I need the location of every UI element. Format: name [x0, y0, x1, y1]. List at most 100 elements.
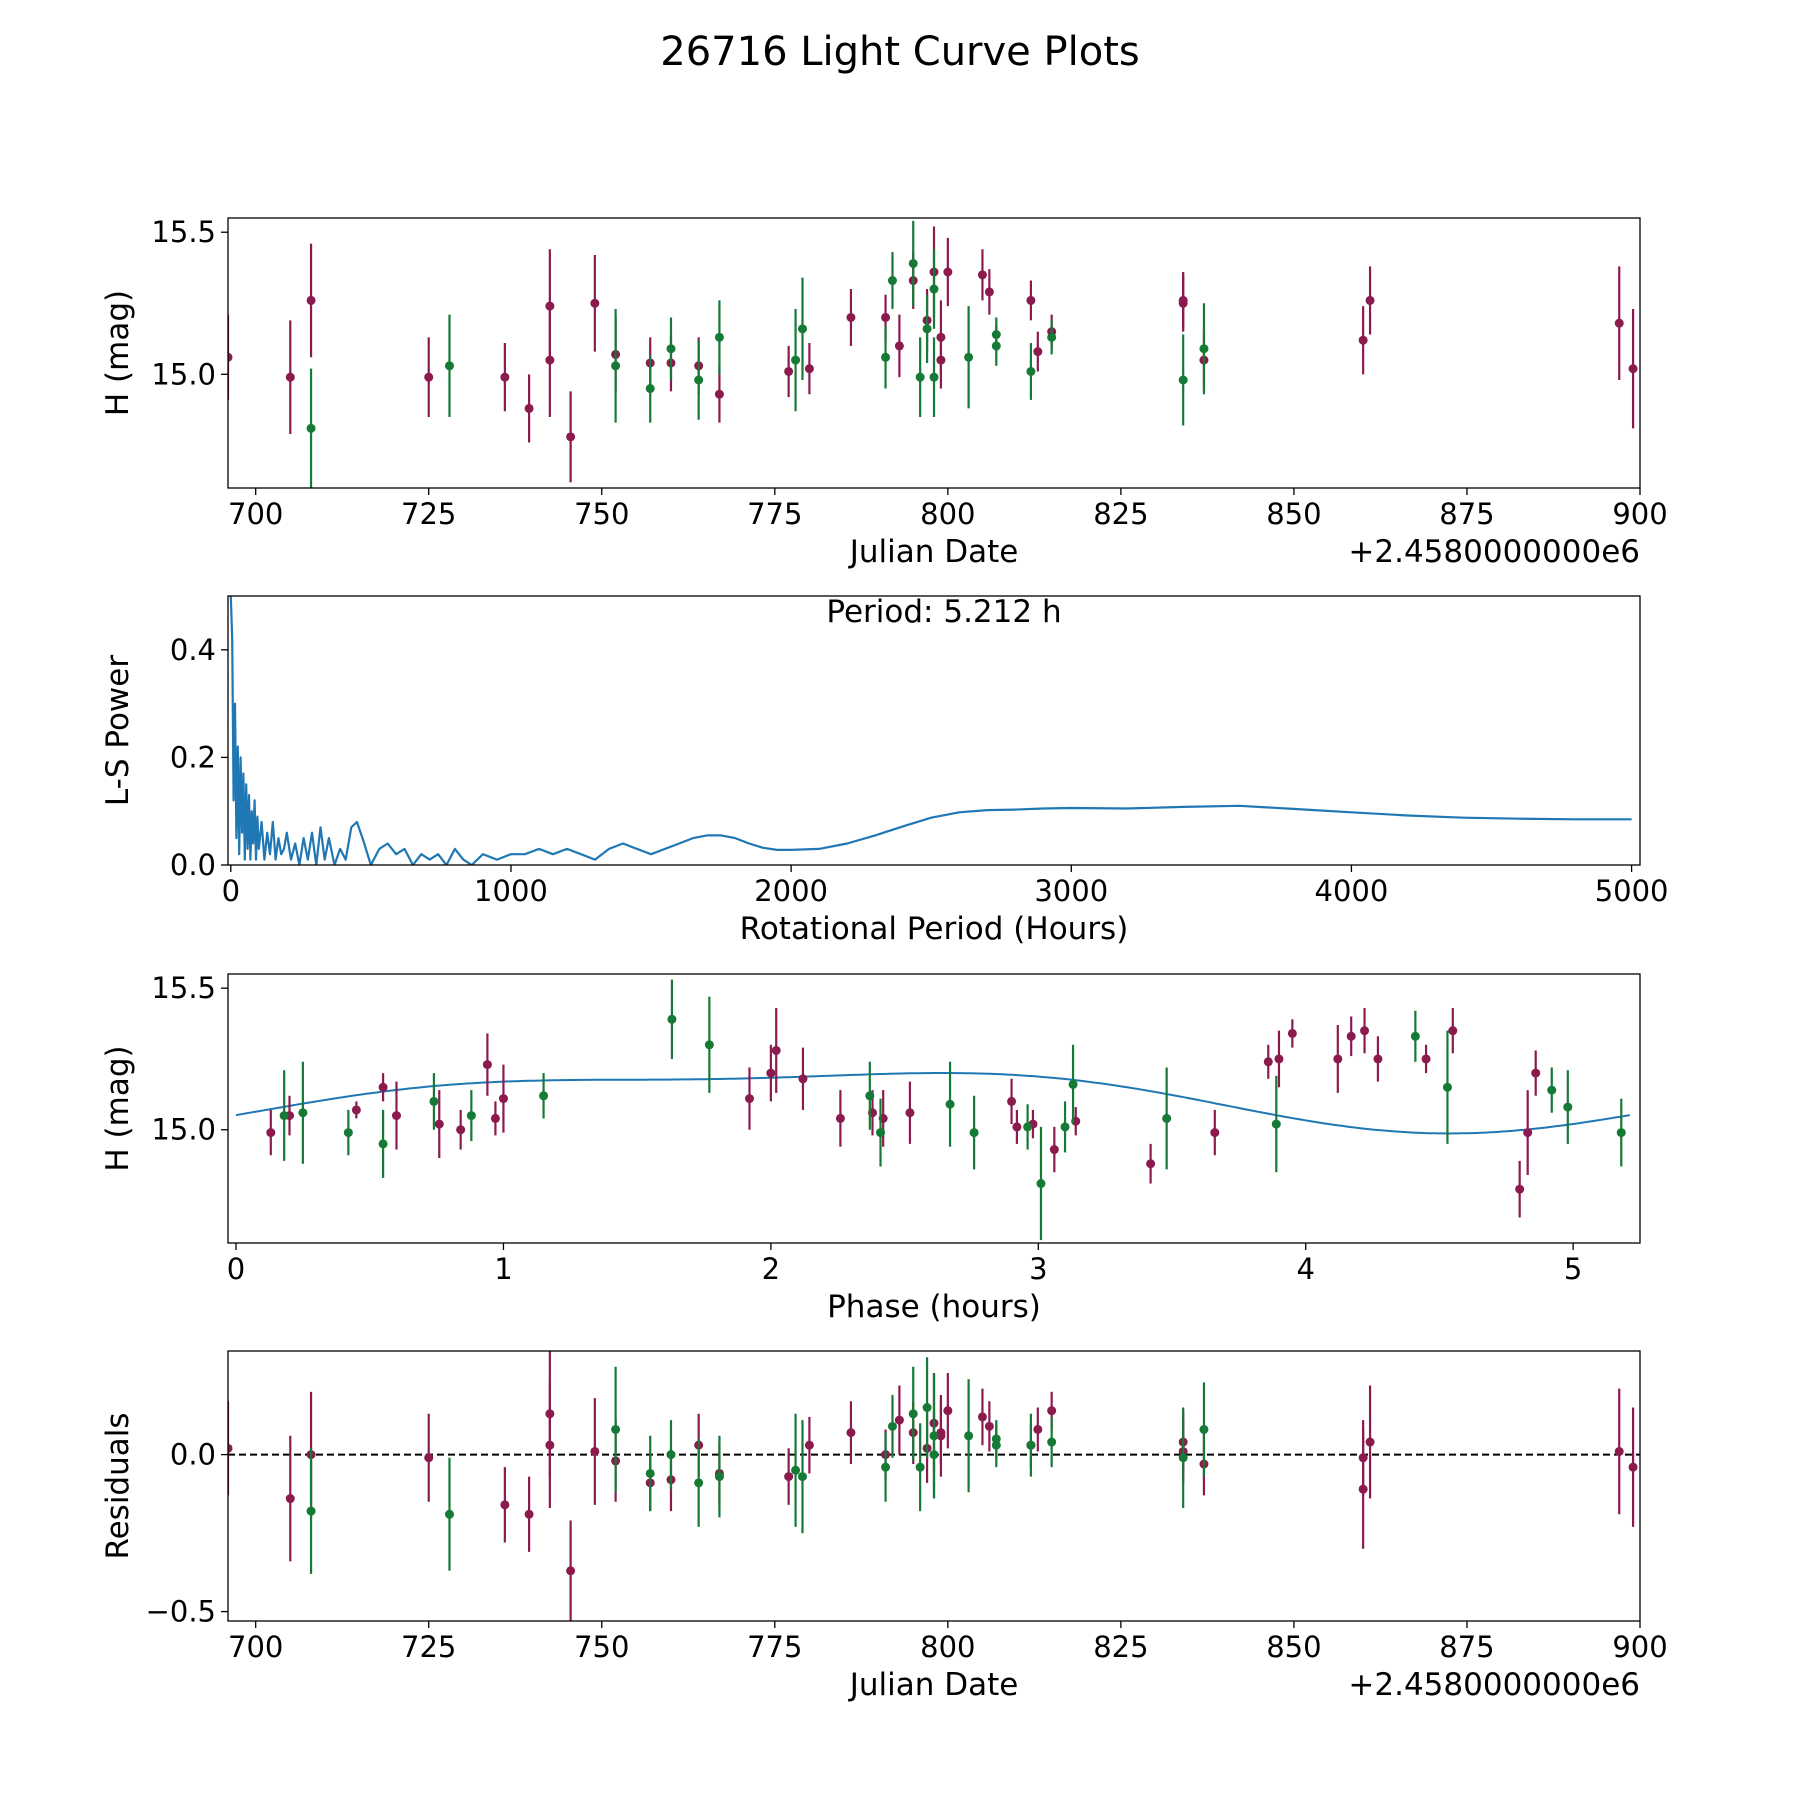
- green-data-point: [1199, 344, 1209, 354]
- green-data-point: [915, 372, 925, 382]
- maroon-data-point: [424, 1453, 434, 1463]
- x-tick-label: 3: [1029, 1252, 1047, 1286]
- green-data-point: [908, 258, 918, 268]
- maroon-data-point: [1346, 1031, 1356, 1041]
- x-tick-label: 825: [1093, 1630, 1148, 1664]
- green-data-point: [694, 375, 704, 385]
- green-data-point: [666, 344, 676, 354]
- green-data-point: [704, 1040, 714, 1050]
- maroon-data-point: [566, 432, 576, 442]
- maroon-data-point: [1358, 1484, 1368, 1494]
- green-data-point: [466, 1111, 476, 1121]
- green-data-point: [797, 1472, 807, 1482]
- y-axis-label: H (mag): [100, 290, 136, 416]
- maroon-data-point: [1421, 1054, 1431, 1064]
- maroon-data-point: [590, 1446, 600, 1456]
- x-tick-label: 4: [1296, 1252, 1314, 1286]
- green-data-point: [1410, 1031, 1420, 1041]
- x-tick-label: 750: [574, 497, 629, 531]
- x-axis-offset-label: +2.4580000000e6: [1348, 534, 1640, 570]
- maroon-data-point: [424, 372, 434, 382]
- maroon-data-point: [846, 312, 856, 322]
- x-tick-label: 900: [1612, 497, 1667, 531]
- periodogram-line: [229, 596, 1632, 865]
- green-data-point: [887, 276, 897, 286]
- green-data-point: [611, 361, 621, 371]
- green-data-point: [1271, 1119, 1281, 1129]
- green-data-point: [991, 1440, 1001, 1450]
- lightcurve-panel: 700 725 750 775 800 825 850 875 900 15.0 15.5 Julia…: [100, 215, 1668, 570]
- green-data-point: [915, 1462, 925, 1472]
- axes-frame: [227, 217, 1641, 489]
- green-data-point: [714, 332, 724, 342]
- maroon-data-point: [846, 1428, 856, 1438]
- x-tick-label: 775: [747, 497, 802, 531]
- maroon-data-point: [894, 1415, 904, 1425]
- green-data-point: [1068, 1079, 1078, 1089]
- maroon-data-point: [1614, 1446, 1624, 1456]
- plot-data: [229, 596, 1632, 865]
- maroon-data-point: [590, 298, 600, 308]
- maroon-data-point: [1026, 295, 1036, 305]
- maroon-data-point: [500, 372, 510, 382]
- x-axis-label: Rotational Period (Hours): [740, 911, 1129, 947]
- maroon-data-point: [456, 1125, 466, 1135]
- maroon-data-point: [285, 1494, 295, 1504]
- green-data-point: [929, 284, 939, 294]
- maroon-data-point: [1614, 318, 1624, 328]
- maroon-data-point: [1033, 347, 1043, 357]
- y-tick-label: 15.0: [151, 1113, 216, 1147]
- maroon-data-point: [1263, 1057, 1273, 1067]
- maroon-data-point: [798, 1074, 808, 1084]
- maroon-data-point: [545, 301, 555, 311]
- maroon-data-point: [482, 1060, 492, 1070]
- green-data-point: [444, 361, 454, 371]
- x-tick-label: 800: [920, 1630, 975, 1664]
- green-data-point: [667, 1014, 677, 1024]
- green-data-point: [694, 1478, 704, 1488]
- green-data-point: [964, 1431, 974, 1441]
- plot-data: [235, 979, 1630, 1241]
- green-data-point: [876, 1128, 886, 1138]
- maroon-data-point: [1365, 295, 1375, 305]
- maroon-data-point: [1146, 1159, 1156, 1169]
- maroon-data-point: [228, 1443, 233, 1453]
- periodogram-panel: 0 1000 2000 3000 4000 5000 0.0 0.2 0.4 Rotational…: [100, 594, 1669, 947]
- plot-data: [228, 220, 1638, 488]
- green-data-point: [1178, 1453, 1188, 1463]
- green-data-point: [887, 1421, 897, 1431]
- x-tick-label: 775: [747, 1630, 802, 1664]
- maroon-data-point: [771, 1045, 781, 1055]
- green-data-point: [1547, 1085, 1557, 1095]
- x-tick-label: 3000: [1034, 874, 1108, 908]
- x-tick-label: 1: [494, 1252, 512, 1286]
- x-tick-label: 750: [574, 1630, 629, 1664]
- maroon-data-point: [1373, 1054, 1383, 1064]
- green-data-point: [1162, 1113, 1172, 1123]
- residuals-panel: 700 725 750 775 800 825 850 875 900 −0.5 0.0 Julian…: [100, 1350, 1668, 1703]
- maroon-data-point: [524, 403, 534, 413]
- maroon-data-point: [766, 1068, 776, 1078]
- maroon-data-point: [943, 1406, 953, 1416]
- x-tick-label: 875: [1439, 1630, 1494, 1664]
- figure-title: 26716 Light Curve Plots: [660, 29, 1139, 75]
- maroon-data-point: [1523, 1128, 1533, 1138]
- x-tick-label: 0: [222, 874, 240, 908]
- maroon-data-point: [434, 1119, 444, 1129]
- green-data-point: [797, 324, 807, 334]
- maroon-data-point: [1448, 1026, 1458, 1036]
- y-tick-label: −0.5: [146, 1595, 216, 1629]
- y-axis-label: H (mag): [100, 1045, 136, 1171]
- green-data-point: [1047, 332, 1057, 342]
- maroon-data-point: [1287, 1028, 1297, 1038]
- green-data-point: [1178, 375, 1188, 385]
- x-tick-label: 2: [762, 1252, 780, 1286]
- green-data-point: [1442, 1082, 1452, 1092]
- x-tick-label: 700: [228, 1630, 283, 1664]
- x-tick-label: 825: [1093, 497, 1148, 531]
- maroon-data-point: [1333, 1054, 1343, 1064]
- green-data-point: [378, 1139, 388, 1149]
- maroon-data-point: [306, 295, 316, 305]
- maroon-data-point: [1628, 364, 1638, 374]
- maroon-data-point: [804, 1440, 814, 1450]
